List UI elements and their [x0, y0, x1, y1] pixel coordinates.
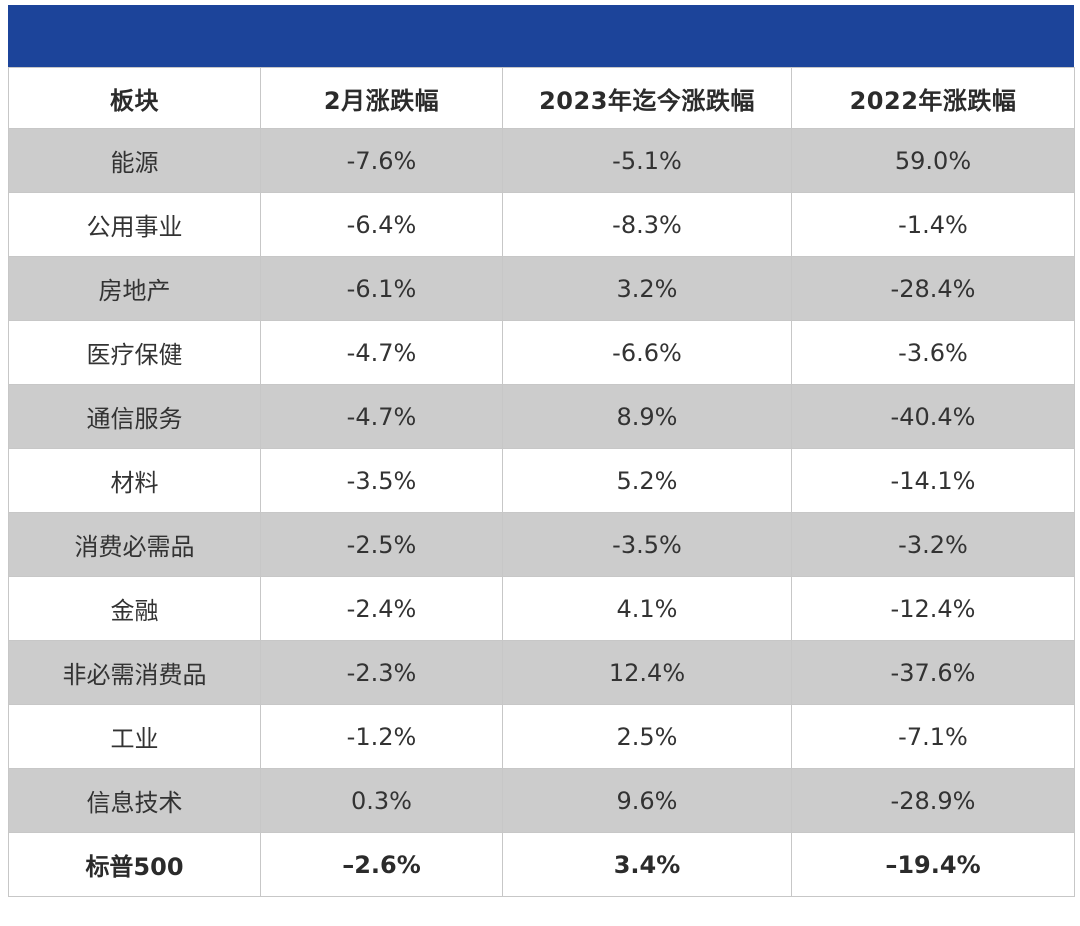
cell-sector: 消费必需品	[8, 512, 261, 577]
column-header-sector: 板块	[8, 67, 261, 129]
cell-sector: 标普500	[8, 832, 261, 897]
table-row: 材料 -3.5% 5.2% -14.1%	[8, 448, 1075, 513]
table-row: 房地产 -6.1% 3.2% -28.4%	[8, 256, 1075, 321]
cell-2022-change: -40.4%	[791, 384, 1075, 449]
cell-2022-change: -37.6%	[791, 640, 1075, 705]
cell-ytd-2023-change: 2.5%	[502, 704, 792, 769]
cell-2022-change: 59.0%	[791, 128, 1075, 193]
cell-2022-change: -1.4%	[791, 192, 1075, 257]
cell-ytd-2023-change: -8.3%	[502, 192, 792, 257]
cell-2022-change: -7.1%	[791, 704, 1075, 769]
cell-ytd-2023-change: 8.9%	[502, 384, 792, 449]
cell-sector: 公用事业	[8, 192, 261, 257]
cell-ytd-2023-change: 3.2%	[502, 256, 792, 321]
cell-2022-change: -14.1%	[791, 448, 1075, 513]
header-row: 板块 2月涨跌幅 2023年迄今涨跌幅 2022年涨跌幅	[8, 67, 1075, 129]
column-header-feb-change: 2月涨跌幅	[260, 67, 503, 129]
cell-sector: 信息技术	[8, 768, 261, 833]
cell-ytd-2023-change: -6.6%	[502, 320, 792, 385]
table-body: 能源 -7.6% -5.1% 59.0% 公用事业 -6.4% -8.3% -1.4% 房地产 -…	[8, 128, 1075, 897]
total-row: 标普500 –2.6% 3.4% –19.4%	[8, 832, 1075, 897]
cell-sector: 工业	[8, 704, 261, 769]
cell-ytd-2023-change: 3.4%	[502, 832, 792, 897]
table-row: 金融 -2.4% 4.1% -12.4%	[8, 576, 1075, 641]
cell-sector: 金融	[8, 576, 261, 641]
cell-2022-change: -3.2%	[791, 512, 1075, 577]
table-row: 信息技术 0.3% 9.6% -28.9%	[8, 768, 1075, 833]
cell-feb-change: -4.7%	[260, 320, 503, 385]
cell-sector: 非必需消费品	[8, 640, 261, 705]
cell-ytd-2023-change: 9.6%	[502, 768, 792, 833]
cell-ytd-2023-change: 12.4%	[502, 640, 792, 705]
table-row: 工业 -1.2% 2.5% -7.1%	[8, 704, 1075, 769]
sector-performance-table: 板块 2月涨跌幅 2023年迄今涨跌幅 2022年涨跌幅 能源 -7.6% -5.1…	[8, 67, 1075, 897]
column-header-ytd-2023-change: 2023年迄今涨跌幅	[502, 67, 792, 129]
cell-sector: 材料	[8, 448, 261, 513]
cell-feb-change: -2.5%	[260, 512, 503, 577]
cell-feb-change: 0.3%	[260, 768, 503, 833]
table-row: 非必需消费品 -2.3% 12.4% -37.6%	[8, 640, 1075, 705]
table-row: 能源 -7.6% -5.1% 59.0%	[8, 128, 1075, 193]
cell-feb-change: -3.5%	[260, 448, 503, 513]
cell-sector: 房地产	[8, 256, 261, 321]
cell-feb-change: -6.4%	[260, 192, 503, 257]
cell-feb-change: -6.1%	[260, 256, 503, 321]
table-row: 通信服务 -4.7% 8.9% -40.4%	[8, 384, 1075, 449]
cell-ytd-2023-change: -5.1%	[502, 128, 792, 193]
table-frame: 板块 2月涨跌幅 2023年迄今涨跌幅 2022年涨跌幅 能源 -7.6% -5.1…	[8, 5, 1075, 919]
cell-2022-change: -3.6%	[791, 320, 1075, 385]
cell-ytd-2023-change: 4.1%	[502, 576, 792, 641]
cell-2022-change: -28.9%	[791, 768, 1075, 833]
cell-feb-change: -2.4%	[260, 576, 503, 641]
cell-feb-change: –2.6%	[260, 832, 503, 897]
cell-ytd-2023-change: 5.2%	[502, 448, 792, 513]
cell-feb-change: -1.2%	[260, 704, 503, 769]
cell-2022-change: -12.4%	[791, 576, 1075, 641]
cell-sector: 通信服务	[8, 384, 261, 449]
table-row: 公用事业 -6.4% -8.3% -1.4%	[8, 192, 1075, 257]
cell-ytd-2023-change: -3.5%	[502, 512, 792, 577]
cell-2022-change: -28.4%	[791, 256, 1075, 321]
cell-feb-change: -2.3%	[260, 640, 503, 705]
header-bar	[8, 5, 1074, 67]
column-header-2022-change: 2022年涨跌幅	[791, 67, 1075, 129]
cell-2022-change: –19.4%	[791, 832, 1075, 897]
table-row: 医疗保健 -4.7% -6.6% -3.6%	[8, 320, 1075, 385]
cell-sector: 医疗保健	[8, 320, 261, 385]
cell-feb-change: -4.7%	[260, 384, 503, 449]
cell-feb-change: -7.6%	[260, 128, 503, 193]
cell-sector: 能源	[8, 128, 261, 193]
table-row: 消费必需品 -2.5% -3.5% -3.2%	[8, 512, 1075, 577]
